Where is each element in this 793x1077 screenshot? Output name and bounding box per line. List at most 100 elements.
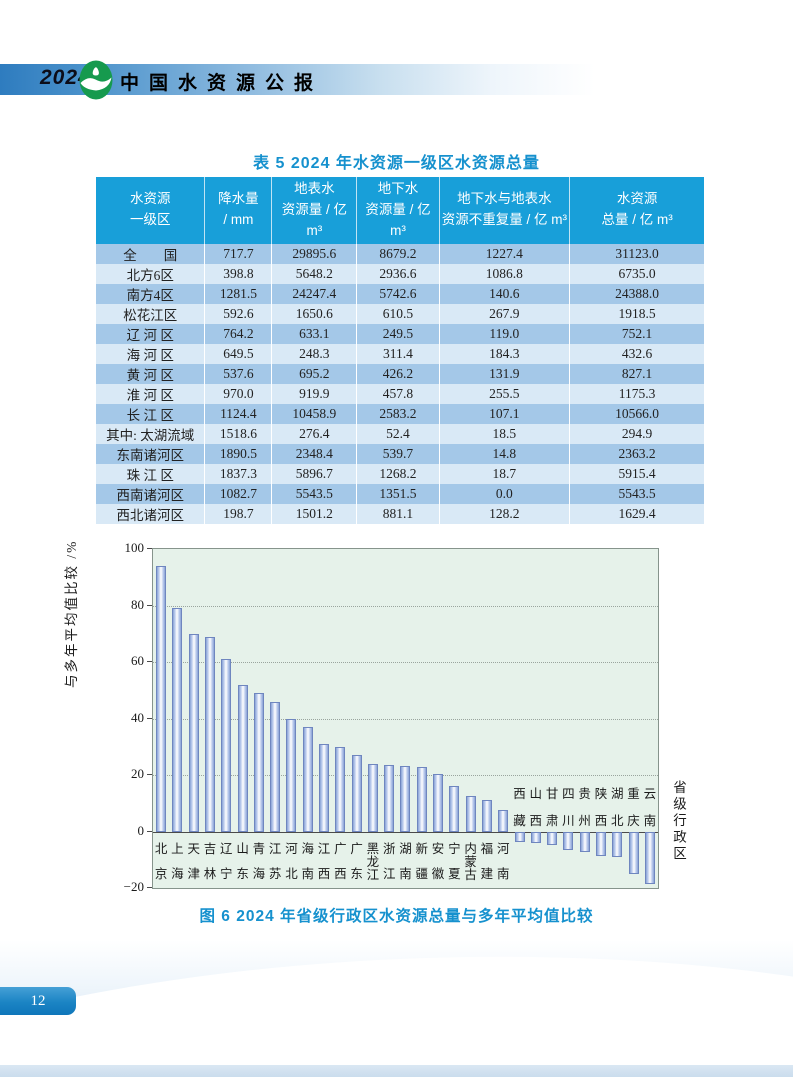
x-label-char: 青 xyxy=(252,841,266,856)
x-label-甘肃: 甘肃 xyxy=(545,786,559,828)
x-label-char: 江 xyxy=(366,867,380,882)
zero-axis-line xyxy=(153,831,658,833)
row-value: 1518.6 xyxy=(205,423,273,444)
x-label-char: 西 xyxy=(594,813,608,828)
bar-重庆 xyxy=(628,831,639,874)
bar-天津 xyxy=(188,633,199,832)
y-tick-mark xyxy=(147,604,152,606)
x-label-char: 南 xyxy=(643,813,657,828)
y-tick-20: 20 xyxy=(131,766,144,781)
row-value: 827.1 xyxy=(570,363,704,384)
row-value: 1918.5 xyxy=(570,303,704,324)
table-row: 松花江区 592.6 1650.6 610.5 267.9 1918.5 xyxy=(96,303,704,324)
table-row: 海 河 区 649.5 248.3 311.4 184.3 432.6 xyxy=(96,343,704,364)
x-label-浙江: 浙江 xyxy=(382,841,396,881)
x-label-四川: 四川 xyxy=(562,787,575,828)
bar-slot-甘肃: 甘肃 xyxy=(544,549,560,888)
row-value: 276.4 xyxy=(272,423,358,444)
bar-贵州 xyxy=(579,831,590,853)
figure6-caption: 图 6 2024 年省级行政区水资源总量与多年平均值比较 xyxy=(199,908,594,925)
x-label-内蒙古: 内蒙古 xyxy=(464,841,477,881)
bar-江西 xyxy=(319,743,330,832)
row-value: 140.6 xyxy=(439,283,571,304)
table5-column-header-0: 水资源 一级区 xyxy=(96,177,206,244)
bar-山西 xyxy=(530,831,541,844)
x-label-char: 内 xyxy=(464,841,477,856)
table-row: 长 江 区 1124.4 10458.9 2583.2 107.1 10566.0 xyxy=(96,403,704,424)
table5: 水资源 一级区 降水量 / mm 地表水 资源量 / 亿 m³ 地下水 资源量 / 亿 m³ 地… xyxy=(96,177,704,524)
row-value: 24247.4 xyxy=(272,283,358,304)
row-value: 2348.4 xyxy=(272,443,358,464)
x-label-char: 上 xyxy=(171,841,184,856)
x-label-海南: 海南 xyxy=(301,842,314,881)
gridline xyxy=(153,662,658,663)
table-row: 南方4区 1281.5 24247.4 5742.6 140.6 24388.0 xyxy=(96,283,704,304)
row-value: 1175.3 xyxy=(570,383,704,404)
bar-slot-江苏: 江苏 xyxy=(267,549,283,888)
row-value: 107.1 xyxy=(439,403,571,424)
row-value: 6735.0 xyxy=(570,263,704,284)
bar-福建 xyxy=(481,800,492,832)
x-label-青海: 青海 xyxy=(252,841,266,881)
x-label-安徽: 安徽 xyxy=(431,842,445,881)
x-label-湖南: 湖南 xyxy=(399,841,412,881)
table5-title: 表 5 2024 年水资源一级区水资源总量 xyxy=(253,155,540,172)
row-label: 全 国 xyxy=(96,243,206,264)
row-label: 长 江 区 xyxy=(96,403,206,424)
row-value: 1227.4 xyxy=(439,243,571,264)
row-value: 1268.2 xyxy=(357,463,440,484)
row-value: 249.5 xyxy=(357,323,440,344)
row-label: 海 河 区 xyxy=(96,343,206,364)
row-value: 128.2 xyxy=(439,503,571,524)
bar-陕西 xyxy=(595,831,606,857)
bar-安徽 xyxy=(433,773,444,832)
gridline xyxy=(153,718,658,720)
bar-新疆 xyxy=(416,766,427,832)
x-label-char: 甘 xyxy=(545,786,559,801)
x-label-char: 湖 xyxy=(399,841,412,856)
x-label-char: 东 xyxy=(350,866,363,881)
x-label-char: 福 xyxy=(480,841,494,856)
x-label-char: 北 xyxy=(285,866,298,881)
bar-slot-新疆: 新疆 xyxy=(414,549,430,888)
x-label-山西: 山西 xyxy=(530,787,543,828)
row-value: 1082.7 xyxy=(205,483,273,504)
bar-甘肃 xyxy=(547,831,558,846)
bar-slot-广东: 广东 xyxy=(348,549,364,888)
table5-column-header-5: 水资源 总量 / 亿 m³ xyxy=(570,177,704,244)
x-label-char: 苏 xyxy=(268,866,282,881)
x-label-char: 浙 xyxy=(382,841,396,856)
y-tick-80: 80 xyxy=(131,596,144,612)
x-label-char: 北 xyxy=(611,813,624,828)
gridline xyxy=(153,605,658,607)
x-label-char: 天 xyxy=(187,841,200,856)
x-label-char: 庆 xyxy=(627,813,640,828)
y-tick-mark xyxy=(147,661,152,662)
x-label-西藏: 西藏 xyxy=(513,787,526,828)
bar-西藏 xyxy=(514,831,525,842)
x-label-河南: 河南 xyxy=(497,842,510,881)
row-value: 426.2 xyxy=(357,363,440,384)
x-label-char: 肃 xyxy=(545,813,559,828)
y-tick--20: −20 xyxy=(123,879,144,894)
x-label-char: 海 xyxy=(252,866,266,881)
row-value: 539.7 xyxy=(357,443,440,464)
page-number-tab: 12 xyxy=(0,987,76,1015)
row-value: 537.6 xyxy=(205,363,273,384)
row-value: 5648.2 xyxy=(272,263,358,284)
row-value: 18.5 xyxy=(439,423,571,444)
bar-广西 xyxy=(335,746,346,832)
table-row: 西南诸河区 1082.7 5543.5 1351.5 0.0 5543.5 xyxy=(96,483,704,504)
x-label-宁夏: 宁夏 xyxy=(448,842,461,881)
x-label-char: 徽 xyxy=(431,866,445,881)
table-row: 东南诸河区 1890.5 2348.4 539.7 14.8 2363.2 xyxy=(96,443,704,464)
x-label-char: 辽 xyxy=(220,841,233,856)
table-row: 其中: 太湖流域 1518.6 276.4 52.4 18.5 294.9 xyxy=(96,423,704,444)
y-tick-60: 60 xyxy=(131,653,144,668)
row-value: 1086.8 xyxy=(439,263,571,284)
x-label-char: 江 xyxy=(317,841,331,856)
figure6-x-axis-label: 省级行政区 xyxy=(671,780,686,863)
row-value: 752.1 xyxy=(570,323,704,344)
bar-slot-陕西: 陕西 xyxy=(593,549,609,888)
row-value: 198.7 xyxy=(205,503,273,524)
